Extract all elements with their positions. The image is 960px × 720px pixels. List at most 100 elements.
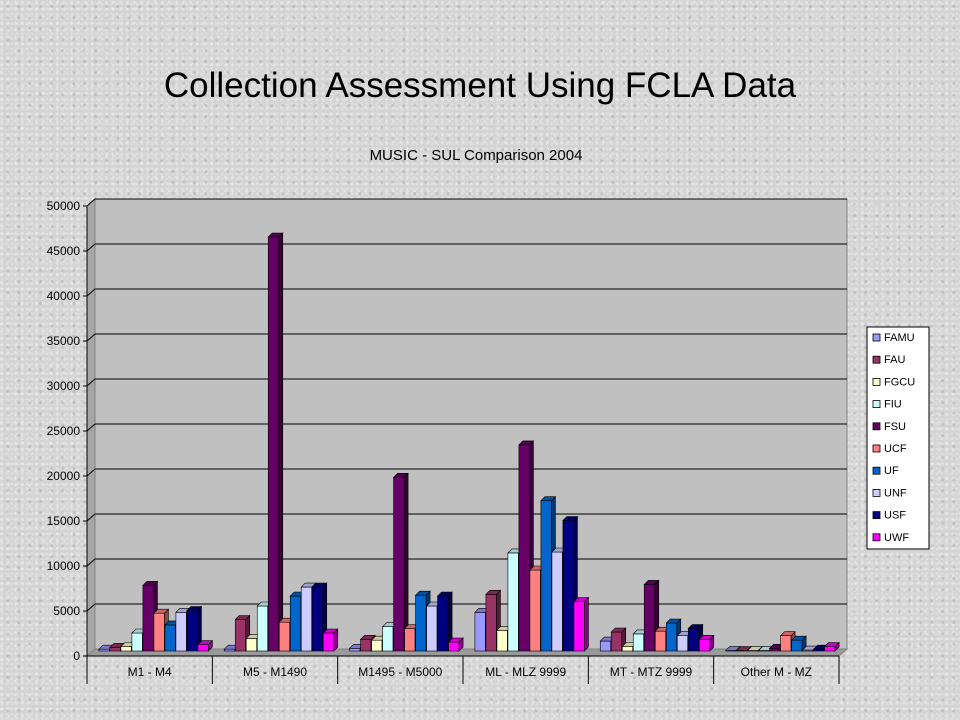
bar xyxy=(322,628,339,652)
legend-item: FAMU xyxy=(872,332,915,344)
bar-front xyxy=(769,647,781,652)
bar-top xyxy=(573,597,590,602)
bar-top xyxy=(234,615,251,620)
legend-swatch xyxy=(872,333,881,342)
gridline-side xyxy=(86,198,96,207)
bar-front xyxy=(551,551,563,652)
gridline-side xyxy=(86,513,96,522)
bar-top xyxy=(197,640,214,646)
bar-front xyxy=(665,622,678,652)
bar-front xyxy=(311,586,324,652)
bar-top xyxy=(436,591,453,597)
bar-front xyxy=(698,638,711,652)
bar-top xyxy=(823,642,840,647)
bar-front xyxy=(518,444,530,652)
gridline-side xyxy=(86,423,96,432)
legend-swatch xyxy=(872,488,881,497)
bar-top xyxy=(735,646,752,651)
bar-front xyxy=(186,610,198,652)
gridline-side xyxy=(86,288,96,297)
x-category-label: Other M - MZ xyxy=(741,665,812,679)
gridline-side xyxy=(86,378,96,387)
legend-item: UWF xyxy=(872,532,909,544)
y-tick-label: 45000 xyxy=(47,244,81,258)
bar-top xyxy=(687,624,704,629)
bar xyxy=(436,591,453,652)
chart-legend: FAMU FAU FGCU FIU FSU UCF UF UNF USF UWF xyxy=(866,326,930,550)
bar xyxy=(573,596,590,652)
bar-front xyxy=(529,569,541,652)
legend-label: FAMU xyxy=(884,332,915,344)
bar-front xyxy=(780,635,792,652)
bar-top xyxy=(359,634,376,640)
slide-title: Collection Assessment Using FCLA Data xyxy=(163,66,797,105)
y-tick-label: 20000 xyxy=(47,469,81,483)
legend-swatch xyxy=(872,355,881,364)
bar-front xyxy=(791,639,803,652)
legend-item: UF xyxy=(872,465,899,477)
x-category-label: MT - MTZ 9999 xyxy=(610,665,693,679)
bar-front xyxy=(654,630,667,652)
bar-top xyxy=(142,580,159,586)
gridline-side xyxy=(86,333,96,342)
bar-top xyxy=(779,631,796,637)
bar xyxy=(610,627,627,652)
bar-front xyxy=(360,638,372,652)
bar-front xyxy=(109,647,121,652)
legend-label: USF xyxy=(884,510,906,522)
bar-front xyxy=(437,595,449,652)
y-tick-label: 40000 xyxy=(47,289,81,303)
chart-bars xyxy=(98,232,840,652)
legend-item: UCF xyxy=(872,443,907,455)
gridline-side xyxy=(86,468,96,477)
bar-front xyxy=(676,635,689,652)
legend-item: FGCU xyxy=(872,376,915,388)
bar xyxy=(447,637,464,652)
bar-top xyxy=(540,496,557,502)
y-tick-label: 10000 xyxy=(47,559,81,573)
legend-label: FAU xyxy=(884,354,905,366)
bar-front xyxy=(485,593,497,652)
bar-top xyxy=(392,472,409,478)
y-tick-label: 30000 xyxy=(47,379,81,393)
legend-swatch xyxy=(872,533,881,542)
legend-label: UF xyxy=(884,465,899,477)
bar-front xyxy=(448,641,460,652)
y-tick-label: 50000 xyxy=(47,199,81,213)
x-category-label: M1495 - M5000 xyxy=(358,665,442,679)
legend-label: UCF xyxy=(884,443,907,455)
bar-front xyxy=(474,611,486,652)
bar-top xyxy=(267,232,284,238)
bar-top xyxy=(610,627,627,633)
bar-front xyxy=(256,605,269,652)
bar-top xyxy=(322,628,339,634)
bar-top xyxy=(311,582,328,588)
bar-front xyxy=(426,605,438,652)
y-tick-label: 0 xyxy=(73,649,80,663)
bar-top xyxy=(665,618,682,624)
bar-front xyxy=(382,626,394,652)
bar xyxy=(823,641,840,652)
bar-front xyxy=(197,644,209,652)
bar-top xyxy=(518,440,535,446)
legend-label: FSU xyxy=(884,421,906,433)
bar xyxy=(267,232,284,652)
bar-top xyxy=(698,634,715,640)
legend-label: UWF xyxy=(884,532,909,544)
bar-top xyxy=(790,635,807,641)
bar-front xyxy=(175,611,187,652)
gridline-side xyxy=(86,603,96,612)
gridline-side xyxy=(86,243,96,252)
legend-swatch xyxy=(872,444,881,453)
gridline-side xyxy=(86,558,96,567)
bar-top xyxy=(643,580,660,585)
bar-front xyxy=(540,500,552,652)
bar-front xyxy=(610,631,623,652)
bar-side xyxy=(278,232,284,652)
legend-swatch xyxy=(872,400,881,409)
bar-front xyxy=(824,646,836,652)
bar-front xyxy=(371,639,383,652)
bar-front xyxy=(245,638,258,652)
bar xyxy=(790,635,807,652)
legend-label: FGCU xyxy=(884,376,915,388)
